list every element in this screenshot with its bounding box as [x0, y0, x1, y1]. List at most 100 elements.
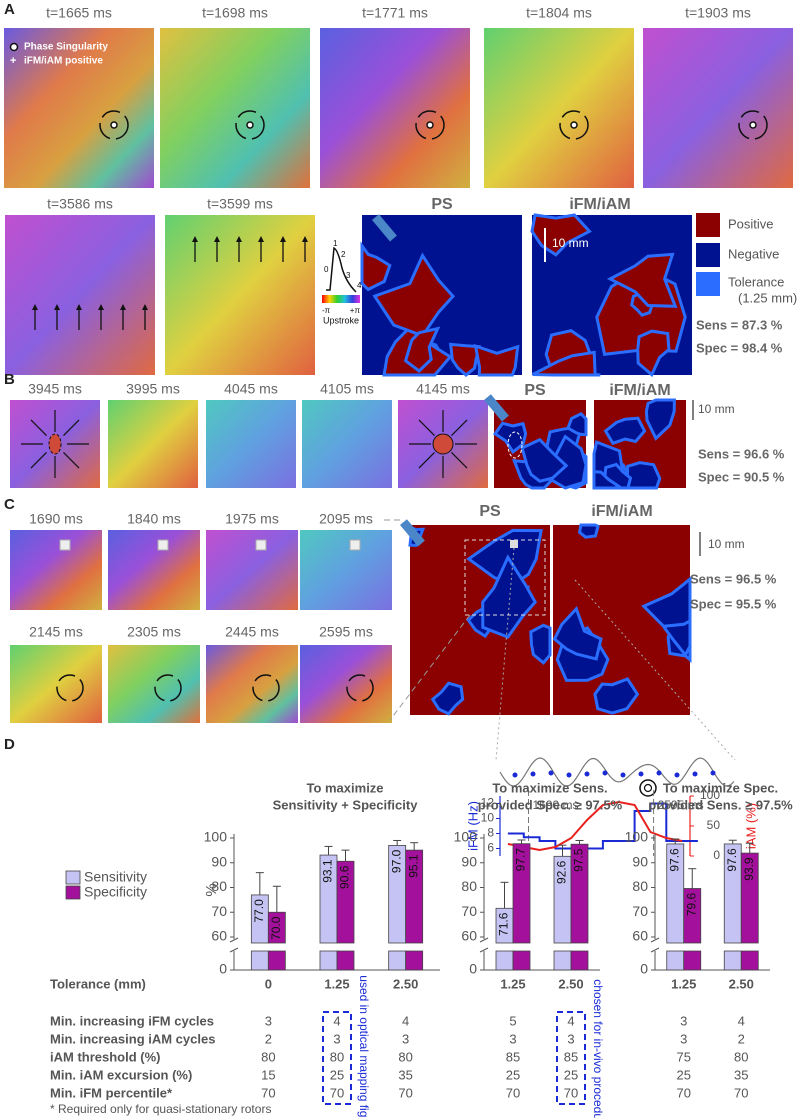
value-label: 79.6 [684, 892, 698, 916]
phase-map [108, 645, 200, 723]
bar-stub [570, 950, 589, 971]
arrow-head [214, 236, 220, 242]
bar-stub [336, 950, 355, 971]
group-title: To maximize [306, 780, 383, 795]
phase-singularity [9, 42, 19, 52]
bar-stub [683, 950, 702, 971]
legend-text: Phase Singularity [24, 42, 108, 53]
arrow-head [120, 304, 126, 310]
table-cell: 25 [330, 1067, 344, 1082]
map-region [577, 523, 600, 539]
frame-time: t=3586 ms [47, 196, 113, 212]
map-region [532, 350, 601, 377]
phase-map [5, 215, 155, 375]
y-tick-label: 70 [632, 903, 648, 919]
legend-text: Sensitivity [84, 869, 147, 885]
map-title: iFM/iAM [591, 503, 652, 520]
axis-break [650, 937, 660, 943]
sensitivity: Sens = 96.5 % [690, 571, 777, 586]
table-cell: 70 [398, 1085, 412, 1100]
table-cell: 4 [567, 1013, 574, 1028]
group-title: provided Spec. ≥ 97.5% [478, 797, 623, 812]
rotor-path [738, 110, 768, 140]
spiral-icon [639, 779, 657, 797]
row-label: Min. increasing iFM cycles [50, 1013, 214, 1028]
frame-time: 2095 ms [319, 511, 373, 527]
highlight-box [556, 1011, 586, 1105]
value-label: 97.0 [389, 849, 403, 873]
map-region [593, 677, 640, 715]
zoom-line [389, 614, 471, 721]
table-cell: 2 [738, 1031, 745, 1046]
y-tick-label: 60 [632, 928, 648, 944]
phase-singularity [570, 121, 578, 129]
phase-map [206, 645, 298, 723]
time-annotation: 2595 ms [658, 798, 704, 812]
table-cell: 75 [677, 1049, 691, 1064]
arrow-head [258, 236, 264, 242]
group-title: To maximize Sens. [492, 780, 607, 795]
row-label: Min. iAM excursion (%) [50, 1067, 192, 1082]
frame-time: t=3599 ms [207, 196, 273, 212]
map-title: iFM/iAM [569, 196, 630, 213]
phase-map [300, 645, 392, 723]
map-region [520, 437, 569, 483]
map-region [530, 213, 592, 257]
map-region [636, 329, 671, 378]
colorbar-label: Upstroke [323, 315, 359, 325]
table-cell: 35 [398, 1067, 412, 1082]
rotor-path [346, 674, 374, 702]
arrow-head [98, 304, 104, 310]
value-label: 92.6 [555, 860, 569, 884]
key-swatch [696, 243, 720, 267]
table-cell: 70 [734, 1085, 748, 1100]
frame-time: 4045 ms [224, 381, 278, 397]
y-tick-label: 70 [461, 903, 477, 919]
peak-dot [692, 771, 698, 777]
phase-singularity [749, 121, 757, 129]
table-cell: 80 [398, 1049, 412, 1064]
y2-tick-label: 0 [713, 848, 720, 862]
y-axis-label: % [203, 883, 220, 896]
wave-arrow [63, 452, 80, 469]
catheter [484, 394, 509, 422]
table-cell: 80 [734, 1049, 748, 1064]
axis-break [479, 947, 489, 953]
map-region [492, 421, 528, 455]
plus-symbol: + [10, 55, 16, 67]
rotor-path [56, 674, 84, 702]
bar-stub [267, 950, 286, 971]
map-title: iFM/iAM [609, 382, 670, 399]
map-region [529, 623, 552, 665]
y-tick-label: 12 [481, 796, 495, 810]
table-cell: 3 [680, 1013, 687, 1028]
peak-dot [620, 772, 626, 778]
table-cell: 3 [402, 1031, 409, 1046]
key-text: Negative [728, 246, 779, 261]
value-label: 97.7 [514, 848, 528, 872]
annotation: used in optical mapping figures [357, 975, 371, 1118]
key-text: Tolerance [728, 274, 784, 289]
phase-number: 2 [341, 250, 346, 259]
table-cell: 3 [509, 1031, 516, 1046]
colorbar [322, 295, 360, 303]
axis-break [650, 947, 660, 953]
phase-number: 4 [357, 281, 362, 290]
y-tick-label: 60 [211, 928, 227, 944]
table-cell: 3 [567, 1031, 574, 1046]
phase-singularity [110, 121, 118, 129]
table-cell: 35 [734, 1067, 748, 1082]
catheter [400, 519, 425, 547]
table-cell: 5 [509, 1013, 516, 1028]
rotor-path [415, 110, 445, 140]
group-title: Sensitivity + Specificity [273, 797, 419, 812]
phase-map [160, 28, 310, 188]
table-cell: 15 [261, 1067, 275, 1082]
panel-label: C [4, 496, 15, 513]
source-outline [507, 431, 523, 459]
tolerance-value: 2.50 [558, 976, 583, 991]
site-marker [59, 539, 71, 551]
rotor-path [235, 110, 265, 140]
group-title: provided Sens. ≥ 97.5% [648, 797, 793, 812]
